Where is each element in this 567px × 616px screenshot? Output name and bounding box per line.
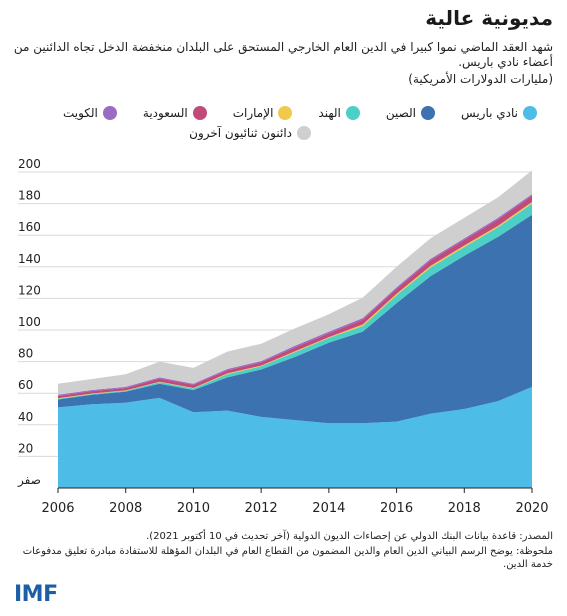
legend-swatch [345,106,360,120]
legend-swatch [278,106,293,120]
x-tick-label: 2010 [177,501,210,516]
y-tick-label: 40 [18,410,33,424]
y-tick-label: 140 [18,252,41,266]
legend-item-other-bilateral: دائنون ثنائيون آخرون [189,126,311,140]
y-tick-label: صفر [17,473,41,488]
legend-label: نادي باريس [461,106,518,120]
stacked-areas [58,170,532,488]
legend-swatch [523,106,537,120]
y-tick-label: 180 [18,189,41,203]
unit-label: (مليارات الدولارات الأمريكية) [408,72,553,86]
y-axis-labels: صفر 20 40 60 80 100 120 140 160 180 200 [17,157,41,488]
x-tick-label: 2016 [380,501,413,516]
legend-item-kuwait: الكويت [63,106,117,120]
legend-item-paris-club: نادي باريس [461,106,537,120]
y-tick-label: 60 [18,378,33,392]
area-series-0 [58,386,532,488]
legend-item-india: الهند [318,106,360,120]
legend-label: دائنون ثنائيون آخرون [189,126,292,140]
x-tick-label: 2006 [41,501,74,516]
legend-row-2: دائنون ثنائيون آخرون [17,126,537,140]
legend-label: الصين [385,106,417,120]
y-tick-label: 80 [18,347,33,361]
x-tick-label: 2012 [245,501,278,516]
x-tick-label: 2008 [109,501,142,516]
x-axis: 2006 2008 2010 2012 2014 2016 2018 2020 [41,487,549,516]
legend-label: السعودية [142,106,188,120]
y-tick-label: 200 [18,157,41,171]
legend-label: الكويت [62,106,98,120]
footer-notes: المصدر: قاعدة بيانات البنك الدولي عن إحص… [8,530,553,573]
legend-label: الإمارات [232,106,274,120]
y-tick-label: 20 [18,441,33,455]
legend: نادي باريس الصين الهند الإمارات السعودية… [17,106,537,146]
chart-subtitle: شهد العقد الماضي نموا كبيرا في الدين الع… [13,40,553,69]
legend-swatch [421,106,436,120]
x-tick-label: 2018 [448,501,481,516]
legend-item-saudi: السعودية [143,106,207,120]
methodology-note: ملحوظة: يوضح الرسم البياني الدين العام و… [22,546,553,570]
legend-swatch [102,106,117,120]
x-tick-label: 2014 [312,501,345,516]
area-series-1 [58,214,532,424]
legend-swatch [297,126,311,140]
legend-swatch [192,106,207,120]
y-tick-label: 160 [18,220,41,234]
source-note: المصدر: قاعدة بيانات البنك الدولي عن إحص… [146,531,553,542]
x-tick-label: 2020 [515,501,548,516]
legend-row-1: نادي باريس الصين الهند الإمارات السعودية… [17,106,537,120]
y-tick-label: 100 [18,315,41,329]
imf-logo: IMF [14,582,58,607]
legend-label: الهند [318,106,341,120]
y-tick-label: 120 [18,283,41,297]
chart-title: مديونية عالية [425,6,553,30]
legend-item-uae: الإمارات [233,106,293,120]
legend-item-china: الصين [385,106,436,120]
